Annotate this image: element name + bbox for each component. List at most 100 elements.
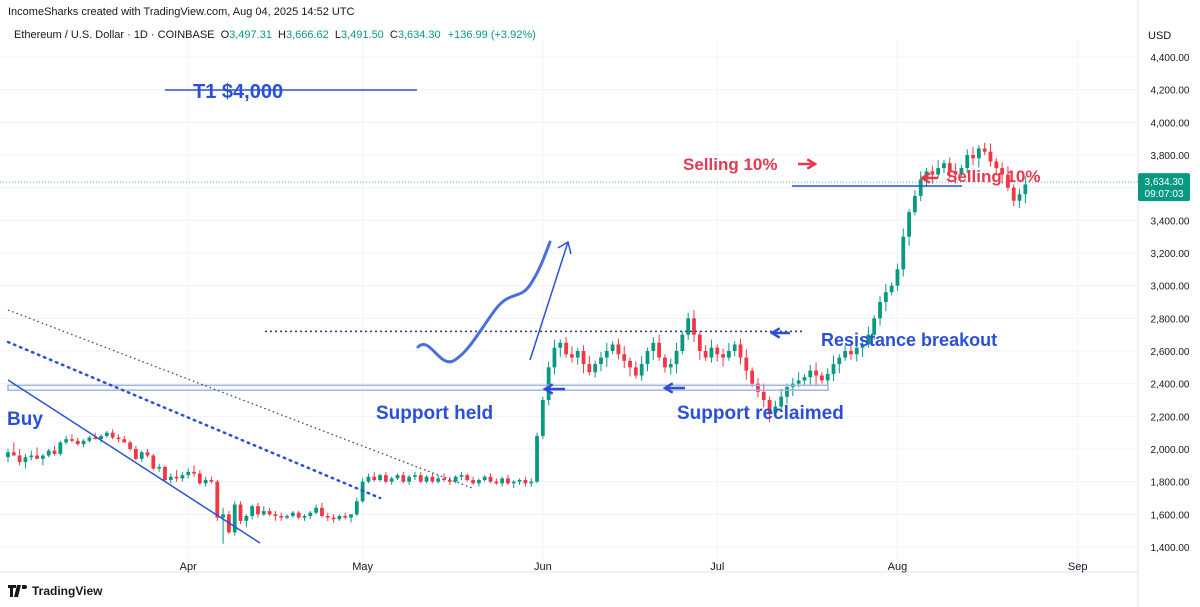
candle-body: [151, 455, 156, 469]
candle-body: [965, 155, 970, 169]
candle-body: [232, 504, 237, 533]
tradingview-logo-icon: [8, 585, 27, 597]
candle-body: [686, 318, 691, 335]
candle-body: [256, 506, 260, 515]
y-tick-label: 2,400.00: [1151, 380, 1190, 391]
candle-body: [866, 334, 871, 345]
candle-body: [273, 514, 278, 516]
symbol-name: Ethereum / U.S. Dollar · 1D · COINBASE: [14, 29, 215, 41]
candle-body: [889, 285, 894, 293]
candle-body: [261, 511, 266, 515]
candle-body: [918, 179, 923, 196]
candle-body: [64, 439, 69, 443]
projection-curve: [416, 240, 552, 364]
candle-body: [186, 471, 191, 476]
candle-body: [738, 344, 743, 358]
candle-body: [215, 481, 220, 518]
footer-brand[interactable]: TradingView: [8, 584, 102, 598]
price-tag-box: [1138, 173, 1190, 202]
candle-body: [872, 318, 877, 335]
candle-body: [1017, 194, 1022, 201]
candle-body: [511, 481, 516, 484]
annotation-label: Selling 10%: [946, 167, 1040, 186]
candle-body: [895, 269, 900, 286]
candle-body: [668, 364, 673, 368]
candle-body: [250, 506, 255, 516]
candle-body: [6, 452, 10, 458]
x-tick-label: Apr: [180, 561, 197, 573]
candle-body: [767, 400, 772, 414]
y-tick-label: 3,400.00: [1151, 216, 1190, 227]
candle-body: [401, 475, 406, 482]
candle-body: [599, 357, 603, 365]
candle-body: [116, 437, 121, 440]
candle-body: [726, 351, 731, 358]
candle-body: [314, 507, 319, 513]
candle-body: [1011, 187, 1016, 201]
candle-body: [58, 442, 63, 454]
candle-body: [354, 501, 359, 515]
candle-body: [238, 504, 243, 521]
support-zone: [7, 384, 829, 391]
x-axis: Apr May Jun Jul Aug Sep: [180, 561, 1088, 573]
candle-body: [279, 515, 284, 518]
candle-body: [546, 367, 551, 400]
candle-body: [488, 476, 493, 482]
projection-arrow: [529, 241, 569, 361]
candle-body: [953, 171, 958, 175]
candle-body: [878, 302, 882, 319]
open-label: O: [220, 29, 230, 41]
candle-body: [325, 515, 330, 518]
projection-arrow-head: [557, 240, 572, 255]
candle-body: [930, 171, 935, 175]
y-tick-label: 4,400.00: [1151, 53, 1190, 64]
candle-body: [471, 480, 475, 484]
price-tag-countdown: 09:07:03: [1145, 189, 1184, 200]
candle-body: [337, 515, 342, 520]
candle-body: [163, 466, 167, 481]
candle-body: [697, 334, 702, 351]
annotation-label: Support held: [376, 403, 493, 424]
candle-body: [628, 360, 632, 368]
candle-body: [110, 432, 115, 438]
price-tag-value: 3,634.30: [1145, 177, 1184, 188]
annotation-label: Support reclaimed: [677, 403, 844, 424]
candle-body: [302, 515, 307, 518]
low-label: L: [334, 29, 341, 41]
candle-body: [477, 480, 481, 484]
close-label: C: [389, 29, 398, 41]
candle-body: [134, 449, 138, 459]
candle-body: [75, 440, 80, 445]
sell-arrow-2-head: [919, 172, 931, 184]
candle-body: [564, 342, 568, 355]
candle-body: [436, 478, 441, 482]
candle-body: [35, 455, 39, 459]
candle-body: [331, 517, 336, 520]
candle-body: [343, 515, 348, 518]
y-tick-label: 3,200.00: [1151, 249, 1190, 260]
candle-body: [46, 450, 51, 456]
candle-body: [424, 476, 429, 482]
candle-body: [732, 344, 737, 351]
y-tick-label: 4,200.00: [1151, 86, 1190, 97]
candle-body: [209, 480, 214, 482]
candle-body: [482, 476, 487, 481]
candle-body: [593, 364, 598, 373]
candle-body: [52, 450, 57, 454]
candle-body: [157, 466, 162, 469]
candle-body: [616, 344, 621, 355]
candle-body: [581, 351, 586, 365]
candle-body: [308, 512, 313, 516]
candle-body: [192, 471, 196, 474]
candle-body: [1000, 168, 1004, 175]
candle-body: [17, 455, 22, 463]
footer-brand-label: TradingView: [32, 584, 103, 598]
high-label: H: [278, 29, 286, 41]
candle-body: [808, 370, 813, 378]
breakout-arrow-head: [769, 327, 781, 339]
candle-body: [104, 432, 109, 436]
candle-body: [267, 511, 272, 515]
candle-body: [383, 475, 388, 482]
candle-body: [761, 391, 766, 400]
